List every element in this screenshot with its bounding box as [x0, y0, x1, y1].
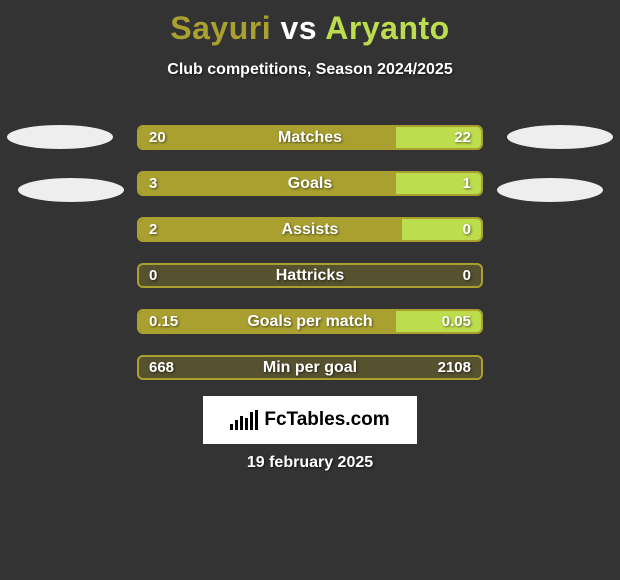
stat-row: 0.150.05Goals per match — [137, 309, 483, 334]
stat-label: Matches — [139, 127, 481, 148]
right-player-ellipse-1 — [497, 178, 603, 202]
stat-row: 31Goals — [137, 171, 483, 196]
logo-bars-icon — [230, 410, 258, 430]
snapshot-date: 19 february 2025 — [0, 454, 620, 472]
competition-subtitle: Club competitions, Season 2024/2025 — [0, 61, 620, 79]
stats-bars: 2022Matches 31Goals 20Assists 00Hattricks 0.… — [137, 125, 483, 401]
logo-text: FcTables.com — [264, 409, 389, 431]
stat-row: 2022Matches — [137, 125, 483, 150]
player-right-name: Aryanto — [325, 10, 449, 46]
vs-text: vs — [281, 10, 318, 46]
stat-row: 00Hattricks — [137, 263, 483, 288]
player-left-name: Sayuri — [170, 10, 271, 46]
comparison-title: Sayuri vs Aryanto — [0, 0, 620, 47]
stat-label: Assists — [139, 219, 481, 240]
stat-label: Min per goal — [139, 357, 481, 378]
left-player-ellipse-0 — [7, 125, 113, 149]
logo-inner: FcTables.com — [230, 409, 389, 431]
stat-label: Hattricks — [139, 265, 481, 286]
left-player-ellipse-1 — [18, 178, 124, 202]
stat-label: Goals — [139, 173, 481, 194]
stat-row: 20Assists — [137, 217, 483, 242]
source-logo: FcTables.com — [203, 396, 417, 444]
stat-row: 6682108Min per goal — [137, 355, 483, 380]
stat-label: Goals per match — [139, 311, 481, 332]
right-player-ellipse-0 — [507, 125, 613, 149]
